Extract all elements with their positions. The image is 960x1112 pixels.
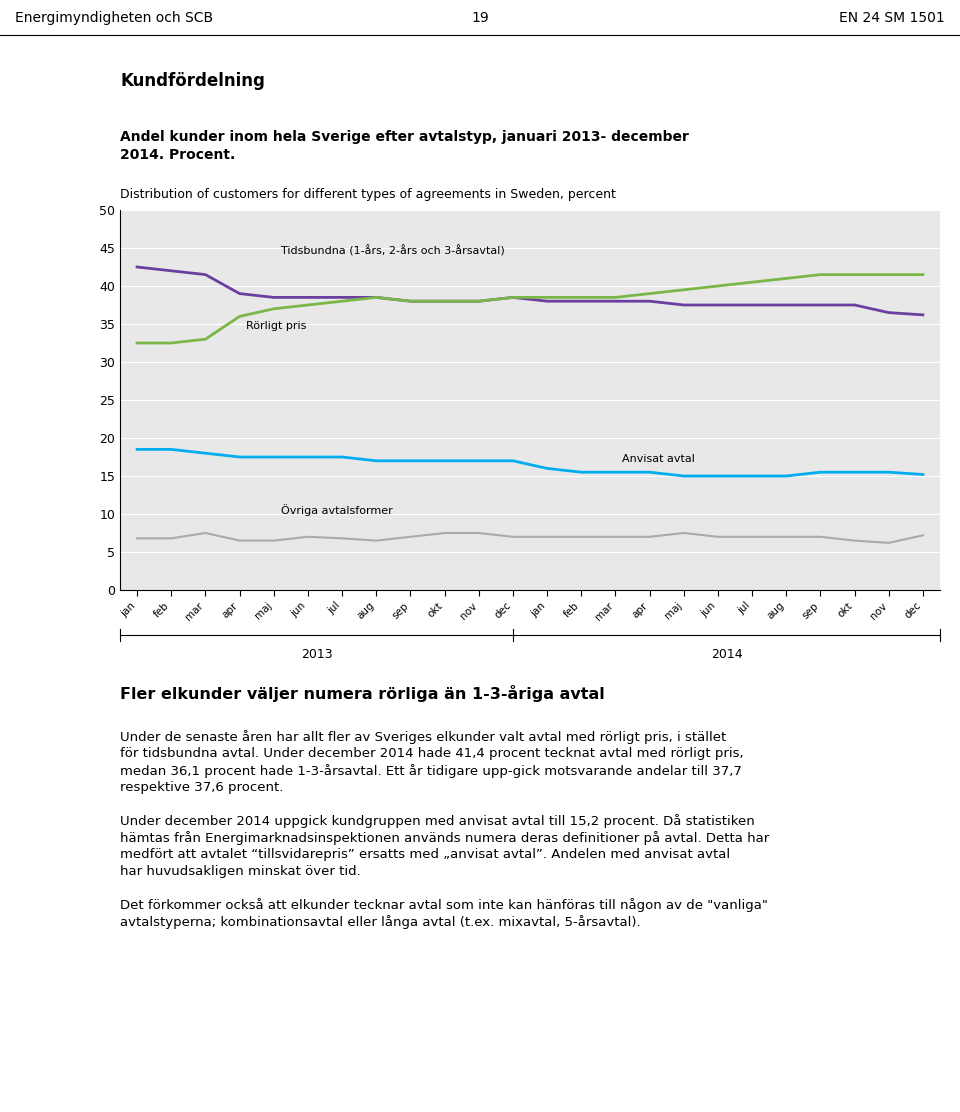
Text: Andel kunder inom hela Sverige efter avtalstyp, januari 2013- december
2014. Pro: Andel kunder inom hela Sverige efter avt… bbox=[120, 130, 689, 162]
Text: Rörligt pris: Rörligt pris bbox=[247, 321, 307, 331]
Text: för tidsbundna avtal. Under december 2014 hade 41,4 procent tecknat avtal med rö: för tidsbundna avtal. Under december 201… bbox=[120, 747, 744, 759]
Text: Under december 2014 uppgick kundgruppen med anvisat avtal till 15,2 procent. Då : Under december 2014 uppgick kundgruppen … bbox=[120, 814, 755, 828]
Text: Energimyndigheten och SCB: Energimyndigheten och SCB bbox=[15, 11, 213, 24]
Text: har huvudsakligen minskat över tid.: har huvudsakligen minskat över tid. bbox=[120, 865, 361, 878]
Text: respektive 37,6 procent.: respektive 37,6 procent. bbox=[120, 781, 283, 794]
Text: Övriga avtalsformer: Övriga avtalsformer bbox=[280, 504, 393, 516]
Text: Anvisat avtal: Anvisat avtal bbox=[622, 455, 695, 465]
Text: Distribution of customers for different types of agreements in Sweden, percent: Distribution of customers for different … bbox=[120, 188, 616, 201]
Text: 2013: 2013 bbox=[300, 648, 332, 661]
Text: avtalstyperna; kombinationsavtal eller långa avtal (t.ex. mixavtal, 5-årsavtal).: avtalstyperna; kombinationsavtal eller l… bbox=[120, 915, 640, 929]
Text: Det förkommer också att elkunder tecknar avtal som inte kan hänföras till någon : Det förkommer också att elkunder tecknar… bbox=[120, 898, 768, 912]
Text: Fler elkunder väljer numera rörliga än 1-3-åriga avtal: Fler elkunder väljer numera rörliga än 1… bbox=[120, 685, 605, 702]
Text: hämtas från Energimarknadsinspektionen används numera deras definitioner på avta: hämtas från Energimarknadsinspektionen a… bbox=[120, 831, 769, 845]
Text: medfört att avtalet “tillsvidarepris” ersatts med „anvisat avtal”. Andelen med a: medfört att avtalet “tillsvidarepris” er… bbox=[120, 848, 731, 861]
Text: 2014: 2014 bbox=[710, 648, 742, 661]
Text: medan 36,1 procent hade 1-3-årsavtal. Ett år tidigare upp-gick motsvarande andel: medan 36,1 procent hade 1-3-årsavtal. Et… bbox=[120, 764, 742, 778]
Text: Kundfördelning: Kundfördelning bbox=[120, 72, 265, 90]
Text: EN 24 SM 1501: EN 24 SM 1501 bbox=[839, 11, 945, 24]
Text: 19: 19 bbox=[471, 11, 489, 24]
Text: Under de senaste åren har allt fler av Sveriges elkunder valt avtal med rörligt : Under de senaste åren har allt fler av S… bbox=[120, 729, 727, 744]
Text: Tidsbundna (1-års, 2-års och 3-årsavtal): Tidsbundna (1-års, 2-års och 3-årsavtal) bbox=[280, 245, 504, 256]
